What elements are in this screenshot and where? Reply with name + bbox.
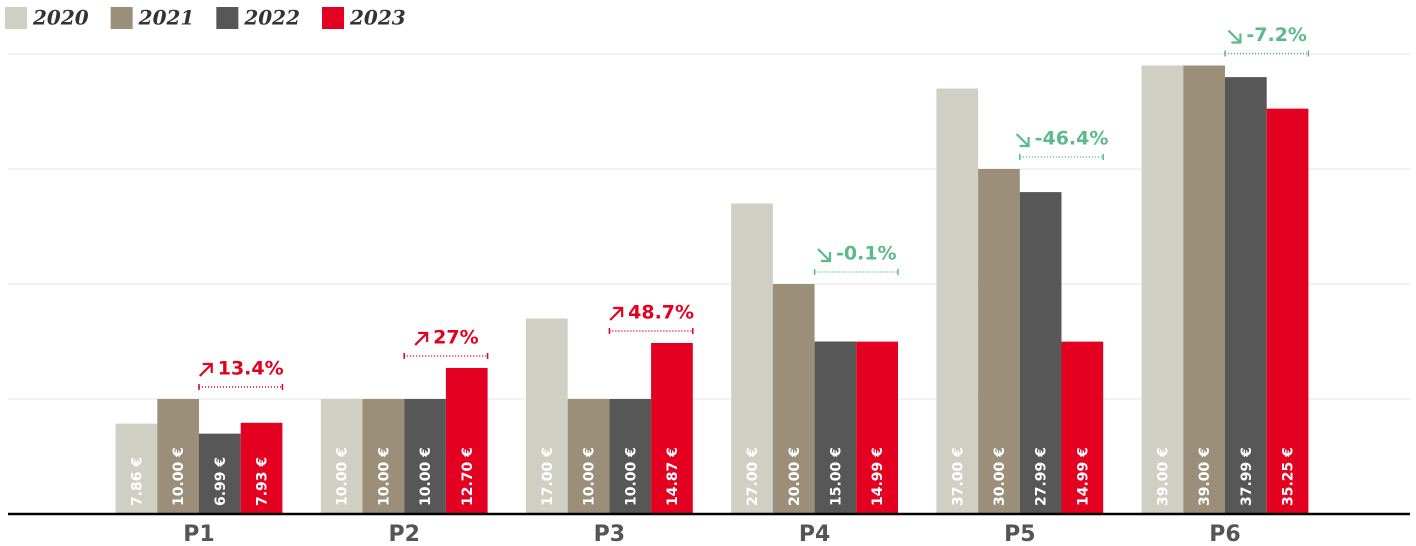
bar	[157, 399, 199, 514]
legend-label: 2021	[138, 6, 195, 30]
value-label: 7.86 €	[129, 457, 145, 506]
value-label: 12.70 €	[460, 447, 476, 506]
x-tick-label: P1	[183, 522, 214, 546]
bar	[731, 203, 773, 514]
x-tick-label: P6	[1209, 522, 1240, 546]
annotation-arrow	[609, 306, 624, 321]
x-tick-label: P4	[799, 522, 830, 546]
bar	[362, 399, 405, 514]
bar	[240, 422, 283, 514]
legend-swatch	[5, 7, 27, 29]
annotation-text: -0.1%	[836, 243, 897, 265]
annotation-arrow	[414, 331, 429, 346]
legend-label: 2023	[349, 6, 406, 30]
annotation-text: -46.4%	[1035, 128, 1109, 150]
bar	[445, 367, 488, 514]
annotation-text: 27%	[433, 326, 478, 348]
bar	[814, 341, 857, 514]
value-label: 27.00 €	[745, 447, 761, 506]
bar	[320, 399, 363, 514]
value-label: 10.00 €	[171, 447, 187, 506]
value-label: 35.25 €	[1281, 447, 1297, 506]
value-label: 14.87 €	[665, 447, 681, 506]
value-label: 14.99 €	[870, 447, 886, 506]
value-label: 7.93 €	[255, 457, 271, 506]
bar	[115, 423, 158, 514]
bar	[1266, 108, 1309, 514]
bar	[1019, 192, 1062, 515]
value-label: 14.99 €	[1075, 447, 1091, 506]
legend-label: 2022	[243, 6, 300, 30]
value-label: 20.00 €	[787, 447, 803, 506]
value-label: 6.99 €	[213, 457, 229, 506]
bar	[978, 169, 1020, 514]
legend-swatch	[322, 7, 345, 29]
value-label: 15.00 €	[828, 447, 844, 506]
bar	[1061, 341, 1104, 514]
value-label: 39.00 €	[1197, 447, 1213, 506]
annotation-arrow	[817, 248, 832, 263]
annotation-text: 48.7%	[628, 301, 694, 323]
value-label: 27.99 €	[1034, 447, 1050, 506]
bar	[936, 88, 979, 514]
value-label: 10.00 €	[418, 447, 434, 506]
bar	[772, 284, 815, 514]
value-label: 37.99 €	[1239, 447, 1255, 506]
value-label: 39.00 €	[1155, 447, 1171, 506]
bar	[199, 433, 241, 514]
value-label: 10.00 €	[623, 447, 639, 506]
value-label: 10.00 €	[335, 447, 351, 506]
bar	[1225, 77, 1267, 515]
value-label: 10.00 €	[582, 447, 598, 506]
value-label: 37.00 €	[950, 447, 966, 506]
bar	[856, 341, 898, 514]
legend-swatch	[216, 7, 239, 29]
x-tick-label: P3	[594, 522, 625, 546]
bar	[1141, 65, 1184, 514]
bar	[651, 342, 693, 514]
value-label: 10.00 €	[376, 447, 392, 506]
bar	[404, 399, 446, 514]
x-tick-label: P2	[388, 522, 419, 546]
bar	[526, 318, 568, 514]
annotation-text: -7.2%	[1246, 24, 1307, 46]
annotation-text: 13.4%	[218, 358, 284, 380]
value-label: 17.00 €	[540, 447, 556, 506]
annotation-arrow	[1227, 29, 1242, 44]
annotation-arrow	[1015, 133, 1030, 148]
x-tick-label: P5	[1004, 522, 1035, 546]
legend-swatch	[110, 7, 133, 29]
bar	[1183, 65, 1225, 514]
bar	[567, 399, 610, 514]
annotation-arrow	[198, 362, 213, 377]
legend-label: 2020	[32, 6, 89, 30]
value-label: 30.00 €	[992, 447, 1008, 506]
bar	[609, 399, 652, 514]
